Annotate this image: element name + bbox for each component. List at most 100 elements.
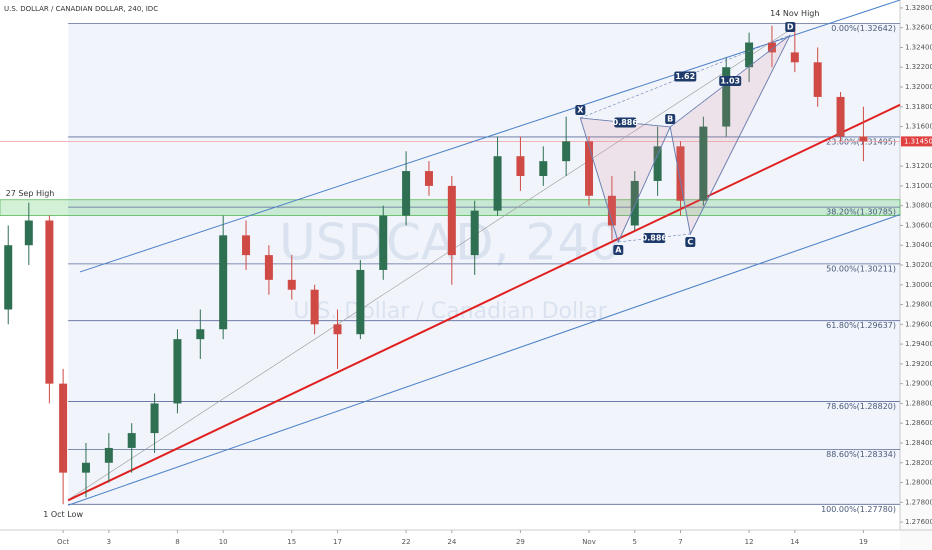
candle-body [493, 156, 502, 211]
candle-body [630, 180, 639, 226]
y-tick-label: 1.28600 [905, 419, 932, 427]
current-price-label: 1.31450 [904, 137, 932, 145]
fib-label: 23.60%(1.31495) [826, 137, 896, 146]
y-tick-label: 1.30400 [905, 241, 932, 249]
candle-body [24, 220, 33, 246]
candle-body [859, 136, 868, 142]
x-tick-label: 29 [516, 538, 525, 546]
trendline [67, 214, 901, 506]
ratio-box [614, 117, 637, 128]
ratio-label: 0.886 [613, 118, 639, 127]
pattern-point-label: C [687, 237, 693, 246]
candle-body [516, 156, 525, 177]
ratio-label: 1.03 [720, 76, 740, 85]
x-tick-label: 19 [859, 538, 868, 546]
y-tick-label: 1.28800 [905, 399, 932, 407]
y-tick-label: 1.29600 [905, 320, 932, 328]
ratio-box [674, 71, 697, 82]
y-tick-label: 1.31200 [905, 162, 932, 170]
y-tick-label: 1.29000 [905, 380, 932, 388]
y-tick-label: 1.30200 [905, 261, 932, 269]
x-tick-label: 15 [287, 538, 296, 546]
candle-body [45, 220, 54, 384]
watermark-subtitle: U.S. Dollar / Canadian Dollar [293, 299, 607, 324]
y-tick-label: 1.31000 [905, 182, 932, 190]
y-tick-label: 1.31600 [905, 123, 932, 131]
candle-body [219, 235, 228, 330]
pattern-point-box [785, 22, 796, 33]
y-tick-label: 1.30000 [905, 281, 932, 289]
y-tick-label: 1.29200 [905, 360, 932, 368]
candle-body [287, 279, 296, 290]
candle-body [653, 146, 662, 181]
fib-label: 0.00%(1.32642) [831, 24, 896, 33]
x-tick-label: 3 [107, 538, 111, 546]
y-tick-label: 1.28400 [905, 439, 932, 447]
annotation: 14 Nov High [770, 9, 819, 18]
candle-body [333, 324, 342, 335]
trendline [67, 103, 901, 502]
x-tick-label: 24 [447, 538, 456, 546]
y-tick-label: 1.30800 [905, 202, 932, 210]
fib-label: 50.00%(1.30211) [826, 264, 896, 273]
y-tick-label: 1.29800 [905, 301, 932, 309]
x-tick-label: 10 [219, 538, 228, 546]
chart-title: U.S. DOLLAR / CANADIAN DOLLAR, 240, IDC [4, 5, 158, 13]
x-tick-label: 7 [678, 538, 682, 546]
candle-body [242, 235, 251, 256]
candle-body [264, 255, 273, 280]
candle-body [539, 161, 548, 177]
x-tick-label: 5 [633, 538, 637, 546]
candle-body [379, 215, 388, 270]
candle-body [81, 462, 90, 473]
trendline [70, 29, 791, 499]
candle-body [173, 339, 182, 404]
x-tick-label: Nov [582, 538, 596, 546]
y-tick-label: 1.29400 [905, 340, 932, 348]
x-tick-label: 12 [745, 538, 754, 546]
fib-label: 100.00%(1.27780) [821, 505, 896, 514]
pattern-point-label: D [787, 23, 794, 32]
ratio-box [643, 232, 666, 243]
fib-label: 61.80%(1.29637) [826, 321, 896, 330]
candle-body [59, 383, 68, 473]
candle-body [767, 42, 776, 53]
pattern-point-label: X [577, 105, 584, 114]
fib-label: 78.60%(1.28820) [826, 402, 896, 411]
ratio-label: 1.62 [675, 72, 695, 81]
candle-body [356, 269, 365, 335]
candle-body [676, 146, 685, 201]
candle-body [127, 433, 136, 448]
candle-body [699, 126, 708, 201]
ratio-box [719, 75, 742, 86]
ratio-label: 0.886 [642, 233, 668, 242]
candle-body [4, 245, 13, 310]
annotation: 27 Sep High [6, 189, 55, 198]
candle-body [150, 403, 159, 434]
candle-body [745, 42, 754, 68]
candle-body [607, 195, 616, 226]
pattern-point-box [575, 104, 586, 115]
annotation: 1 Oct Low [43, 510, 83, 519]
y-tick-label: 1.27800 [905, 498, 932, 506]
y-tick-label: 1.30600 [905, 221, 932, 229]
pattern-point-box [685, 236, 696, 247]
x-tick-label: Oct [57, 538, 69, 546]
x-tick-label: 8 [175, 538, 179, 546]
candle-body [447, 185, 456, 256]
y-tick-label: 1.32000 [905, 83, 932, 91]
y-tick-label: 1.32400 [905, 43, 932, 51]
y-tick-label: 1.31800 [905, 103, 932, 111]
pattern-point-label: A [615, 245, 622, 254]
candle-body [562, 141, 571, 162]
candle-body [470, 210, 479, 256]
pattern-point-box [665, 113, 676, 124]
x-tick-label: 17 [333, 538, 342, 546]
candle-body [722, 67, 731, 127]
price-axis [900, 0, 932, 550]
pattern-point-label: B [667, 114, 673, 123]
candle-body [790, 52, 799, 63]
fib-label: 88.60%(1.28334) [826, 450, 896, 459]
current-price-box [901, 136, 932, 147]
